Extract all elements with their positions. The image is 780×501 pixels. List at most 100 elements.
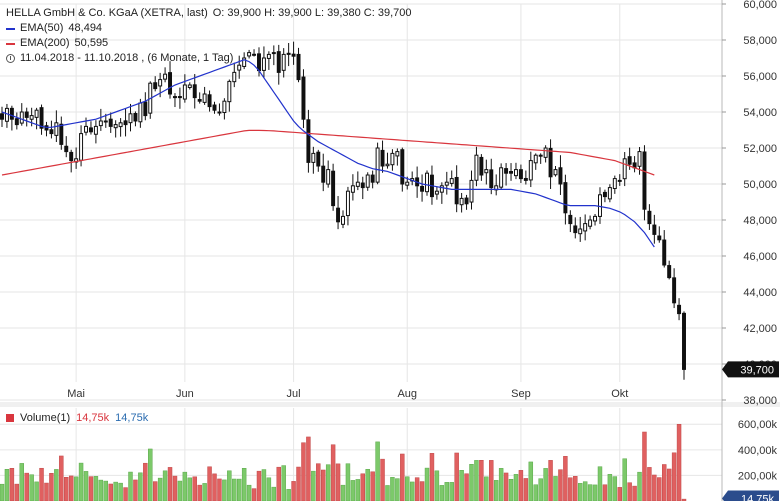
ema200-legend[interactable]: EMA(200) 50,595 — [6, 36, 412, 51]
candle-body — [182, 84, 187, 100]
volume-bar — [34, 481, 39, 501]
volume-bar — [128, 471, 133, 501]
volume-bar — [380, 458, 385, 501]
volume-bar — [518, 470, 524, 501]
volume-bar — [212, 473, 217, 501]
candle-body — [528, 160, 533, 181]
volume-bar — [602, 484, 608, 501]
candle-body — [568, 214, 573, 225]
volume-grid-lines — [0, 423, 722, 476]
volume-bar — [474, 460, 479, 501]
chart-legend: HELLA GmbH & Co. KGaA (XETRA, last) O: 3… — [6, 6, 412, 66]
volume-bar — [375, 441, 380, 501]
candle-body — [464, 197, 469, 205]
candle-body — [355, 181, 360, 187]
candle-body — [380, 149, 385, 167]
volume-bar — [236, 478, 242, 501]
candle-body — [271, 52, 276, 55]
volume-bar — [568, 477, 573, 501]
candle-body — [370, 174, 375, 183]
volume-bar — [607, 474, 613, 501]
volume-bar — [390, 477, 395, 501]
candle-body — [306, 119, 311, 163]
candle-body — [518, 169, 523, 180]
candle-body — [657, 235, 662, 241]
candle-body — [69, 151, 74, 162]
volume-bar — [573, 476, 578, 501]
volume-bar — [271, 486, 277, 501]
volume-bar — [0, 483, 5, 501]
ema200-line — [1, 129, 655, 176]
candle-body — [24, 111, 29, 118]
x-tick-label: Okt — [611, 388, 628, 400]
volume-bar — [306, 436, 311, 501]
volume-bar — [73, 476, 79, 501]
volume-bar — [88, 476, 94, 501]
candle-body — [79, 133, 84, 161]
clock-icon — [6, 54, 15, 63]
volume-bar — [464, 473, 469, 501]
candle-body — [444, 181, 449, 186]
candle-body — [607, 187, 612, 200]
candle-body — [237, 64, 242, 71]
candle-body — [672, 277, 677, 304]
ema50-line — [1, 59, 655, 248]
volume-bar — [587, 484, 593, 501]
candle-body — [617, 179, 622, 182]
volume-bar — [177, 480, 183, 501]
ema50-value: 48,494 — [68, 22, 103, 34]
volume-bar — [330, 444, 336, 501]
volume-bar — [167, 467, 173, 501]
instrument-title: HELLA GmbH & Co. KGaA (XETRA, last) — [6, 7, 208, 19]
volume-bar — [182, 471, 188, 501]
candle-body — [499, 167, 504, 188]
volume-label: Volume(1) — [20, 412, 71, 424]
candle-body — [484, 169, 489, 174]
candle-body — [261, 57, 266, 71]
candle-body — [513, 169, 518, 177]
volume-bar — [498, 468, 504, 501]
candle-body — [345, 190, 350, 217]
last-price-marker: 39,700 14,75k — [722, 361, 779, 501]
candle-body — [296, 53, 301, 81]
volume-bar — [592, 484, 598, 501]
candle-body — [642, 151, 647, 210]
volume-bar — [335, 463, 341, 501]
volume-bar — [281, 465, 286, 501]
volume-bar — [59, 455, 64, 501]
candle-body — [291, 53, 296, 57]
volume-bar — [246, 484, 252, 501]
volume-bar — [553, 476, 558, 501]
ema-lines — [1, 59, 655, 248]
volume-bar — [449, 482, 454, 501]
candle-body — [662, 239, 667, 266]
volume-last-box — [722, 490, 779, 501]
volume-bar — [414, 477, 420, 501]
volume-bar — [78, 462, 84, 501]
volume-tick-label: 200,00k — [738, 470, 778, 482]
candle-body — [93, 125, 98, 135]
volume-bar — [152, 481, 158, 501]
candle-body — [64, 145, 69, 153]
volume-bar — [157, 477, 163, 501]
candlesticks — [0, 41, 686, 380]
candle-body — [252, 53, 257, 56]
candle-body — [647, 210, 652, 225]
x-tick-label: Jun — [176, 388, 194, 400]
volume-legend[interactable]: Volume(1) 14,75k 14,75k — [6, 412, 154, 424]
ema50-legend[interactable]: EMA(50) 48,494 — [6, 21, 412, 36]
candle-body — [602, 191, 607, 198]
volume-bar — [19, 463, 24, 501]
candle-body — [232, 71, 237, 83]
y-tick-label: 38,000 — [743, 395, 777, 407]
volume-bar — [340, 484, 346, 501]
volume-bar — [563, 456, 568, 501]
volume-bar — [261, 469, 267, 501]
volume-value-1: 14,75k — [76, 412, 110, 424]
candle-body — [14, 118, 19, 126]
x-tick-label: Sep — [511, 388, 531, 400]
volume-tick-label: 600,00k — [738, 419, 778, 431]
candle-body — [34, 109, 39, 118]
volume-bar — [538, 478, 543, 501]
candle-body — [103, 120, 108, 123]
